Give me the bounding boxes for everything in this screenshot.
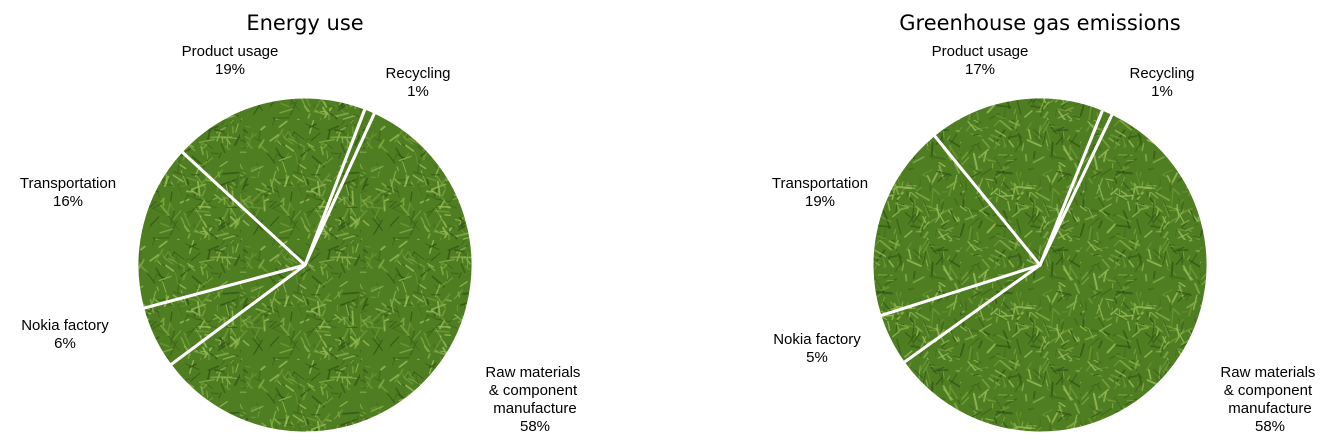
pie-slice: [135, 149, 307, 310]
slice-label: Nokia factory: [773, 331, 861, 348]
slice-value-label: 17%: [965, 61, 995, 78]
pie-slice: [932, 95, 1105, 267]
slice-value-label: 16%: [53, 193, 83, 210]
slice-value-label: 1%: [1151, 83, 1173, 100]
slice-label: Raw materials & component manufacture: [485, 364, 584, 417]
slice-value-label: 58%: [1255, 418, 1285, 435]
slice-label: Raw materials & component manufacture: [1220, 364, 1319, 417]
pie-slice: [870, 133, 1042, 318]
slice-label: Transportation: [772, 175, 868, 192]
slice-value-label: 19%: [215, 61, 245, 78]
slice-value-label: 6%: [54, 335, 76, 352]
pie-slice: [901, 111, 1210, 435]
chart-title: Energy use: [246, 11, 363, 35]
slice-label: Product usage: [182, 43, 279, 60]
slice-label: Transportation: [20, 175, 116, 192]
slice-value-label: 1%: [407, 83, 429, 100]
slice-label: Nokia factory: [21, 317, 109, 334]
pie-slice: [168, 110, 475, 435]
slice-value-label: 58%: [520, 418, 550, 435]
chart-title: Greenhouse gas emissions: [899, 11, 1180, 35]
slice-value-label: 19%: [805, 193, 835, 210]
slice-value-label: 5%: [806, 349, 828, 366]
slice-label: Recycling: [1129, 65, 1194, 82]
slice-label: Recycling: [385, 65, 450, 82]
pie-slice: [179, 95, 367, 267]
slice-label: Product usage: [932, 43, 1029, 60]
